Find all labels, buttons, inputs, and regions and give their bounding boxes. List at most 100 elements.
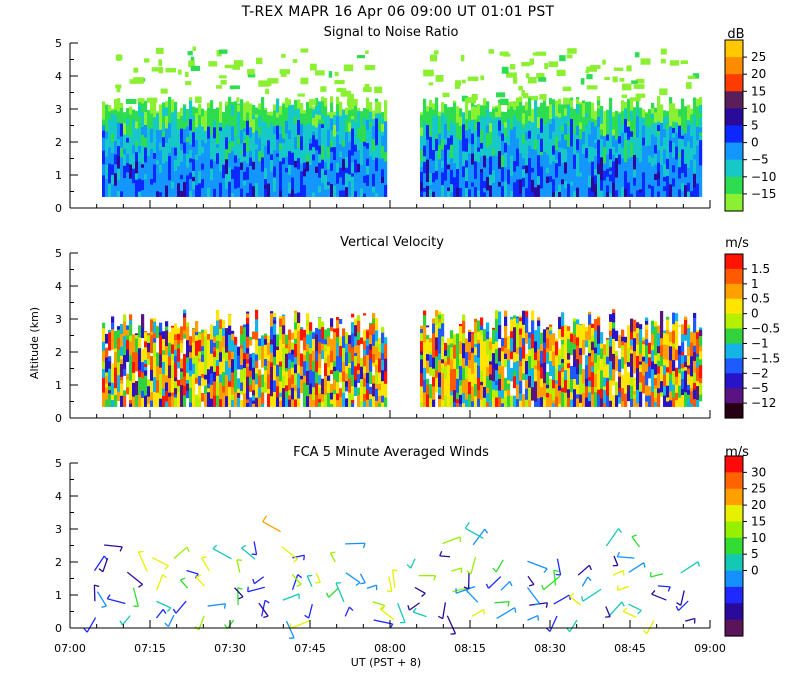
heatmap-cell [651, 391, 655, 407]
heatmap-cell [669, 373, 673, 381]
heatmap-cell [636, 322, 640, 329]
heatmap-cell [510, 351, 514, 360]
heatmap-cell [519, 159, 523, 171]
heatmap-cell [567, 133, 571, 147]
heatmap-cell [546, 154, 550, 164]
heatmap-cell [585, 355, 589, 359]
heatmap-cell [285, 97, 289, 99]
heatmap-cell [645, 112, 649, 114]
wind-barb-flag [484, 528, 489, 534]
heatmap-cell [603, 179, 607, 192]
heatmap-cell [483, 337, 487, 342]
heatmap-cell [666, 128, 670, 137]
wind-barb [156, 600, 172, 609]
heatmap-cell [174, 333, 178, 341]
heatmap-cell [369, 121, 373, 128]
heatmap-cell [372, 333, 376, 346]
heatmap-cell [489, 349, 493, 362]
heatmap-cell [207, 149, 211, 160]
heatmap-cell [567, 121, 571, 127]
heatmap-cell [420, 149, 424, 162]
heatmap-cell [279, 326, 283, 340]
heatmap-cell [180, 161, 184, 175]
heatmap-cell [453, 333, 457, 335]
heatmap-cell [591, 161, 595, 166]
heatmap-cell [669, 163, 673, 170]
heatmap-cell [558, 364, 562, 372]
heatmap-cell [117, 337, 121, 350]
heatmap-cell [273, 364, 277, 381]
heatmap-cell [618, 113, 622, 123]
heatmap-cell [507, 395, 511, 407]
heatmap-cell [375, 346, 379, 360]
heatmap-cell [651, 325, 655, 330]
wind-barb [86, 617, 97, 633]
heatmap-cell [534, 340, 538, 353]
heatmap-cell [294, 343, 298, 357]
wind-barb-flag [162, 574, 167, 579]
heatmap-cell [315, 126, 319, 140]
heatmap-cell [348, 141, 352, 151]
heatmap-cell [372, 181, 376, 187]
heatmap-cell [477, 320, 481, 332]
heatmap-cell [270, 343, 274, 353]
heatmap-cell [672, 370, 676, 385]
heatmap-cell [663, 358, 667, 366]
heatmap-cell [687, 340, 691, 347]
heatmap-cell [213, 350, 217, 358]
heatmap-cell [240, 382, 244, 391]
heatmap-cell [627, 188, 631, 197]
heatmap-cell [264, 167, 268, 179]
wind-barb [495, 559, 504, 573]
heatmap-cell [594, 155, 598, 161]
heatmap-cell [168, 355, 172, 366]
heatmap-cell [444, 190, 448, 197]
heatmap-cell [480, 75, 485, 81]
heatmap-cell [690, 190, 694, 197]
heatmap-cell [672, 185, 676, 197]
heatmap-cell [114, 333, 118, 349]
heatmap-cell [537, 325, 541, 339]
heatmap-cell [294, 310, 298, 313]
heatmap-cell [462, 396, 466, 404]
heatmap-cell [501, 181, 505, 187]
heatmap-cell [207, 102, 211, 105]
heatmap-cell [441, 112, 445, 128]
heatmap-cell [138, 376, 142, 388]
heatmap-cell [600, 358, 604, 371]
heatmap-cell [285, 390, 289, 399]
heatmap-cell [459, 116, 463, 126]
heatmap-cell [558, 177, 562, 185]
heatmap-cell [645, 189, 649, 197]
heatmap-cell [132, 144, 136, 154]
heatmap-cell [654, 179, 658, 187]
heatmap-cell [201, 178, 205, 189]
heatmap-cell [498, 186, 502, 197]
heatmap-cell [276, 98, 280, 100]
heatmap-cell [696, 353, 700, 357]
heatmap-cell [462, 182, 466, 197]
heatmap-cell [105, 131, 109, 140]
heatmap-cell [306, 101, 310, 115]
heatmap-cell [453, 389, 457, 403]
heatmap-cell [102, 130, 106, 138]
heatmap-cell [126, 325, 130, 330]
heatmap-cell [162, 331, 166, 340]
heatmap-cell [573, 125, 577, 135]
heatmap-cell [612, 182, 616, 197]
heatmap-cell [672, 346, 676, 361]
heatmap-cell [468, 120, 472, 129]
heatmap-cell [684, 334, 688, 341]
heatmap-cell [492, 118, 496, 127]
heatmap-cell [282, 375, 286, 389]
colorbar-frame [724, 455, 744, 637]
heatmap-cell [585, 157, 589, 173]
heatmap-cell [510, 155, 514, 163]
heatmap-cell [105, 138, 109, 144]
heatmap-cell [642, 184, 646, 197]
heatmap-cell [501, 345, 505, 352]
heatmap-cell [576, 373, 580, 385]
heatmap-cell [690, 173, 694, 188]
heatmap-cell [204, 142, 208, 147]
heatmap-cell [651, 102, 655, 109]
